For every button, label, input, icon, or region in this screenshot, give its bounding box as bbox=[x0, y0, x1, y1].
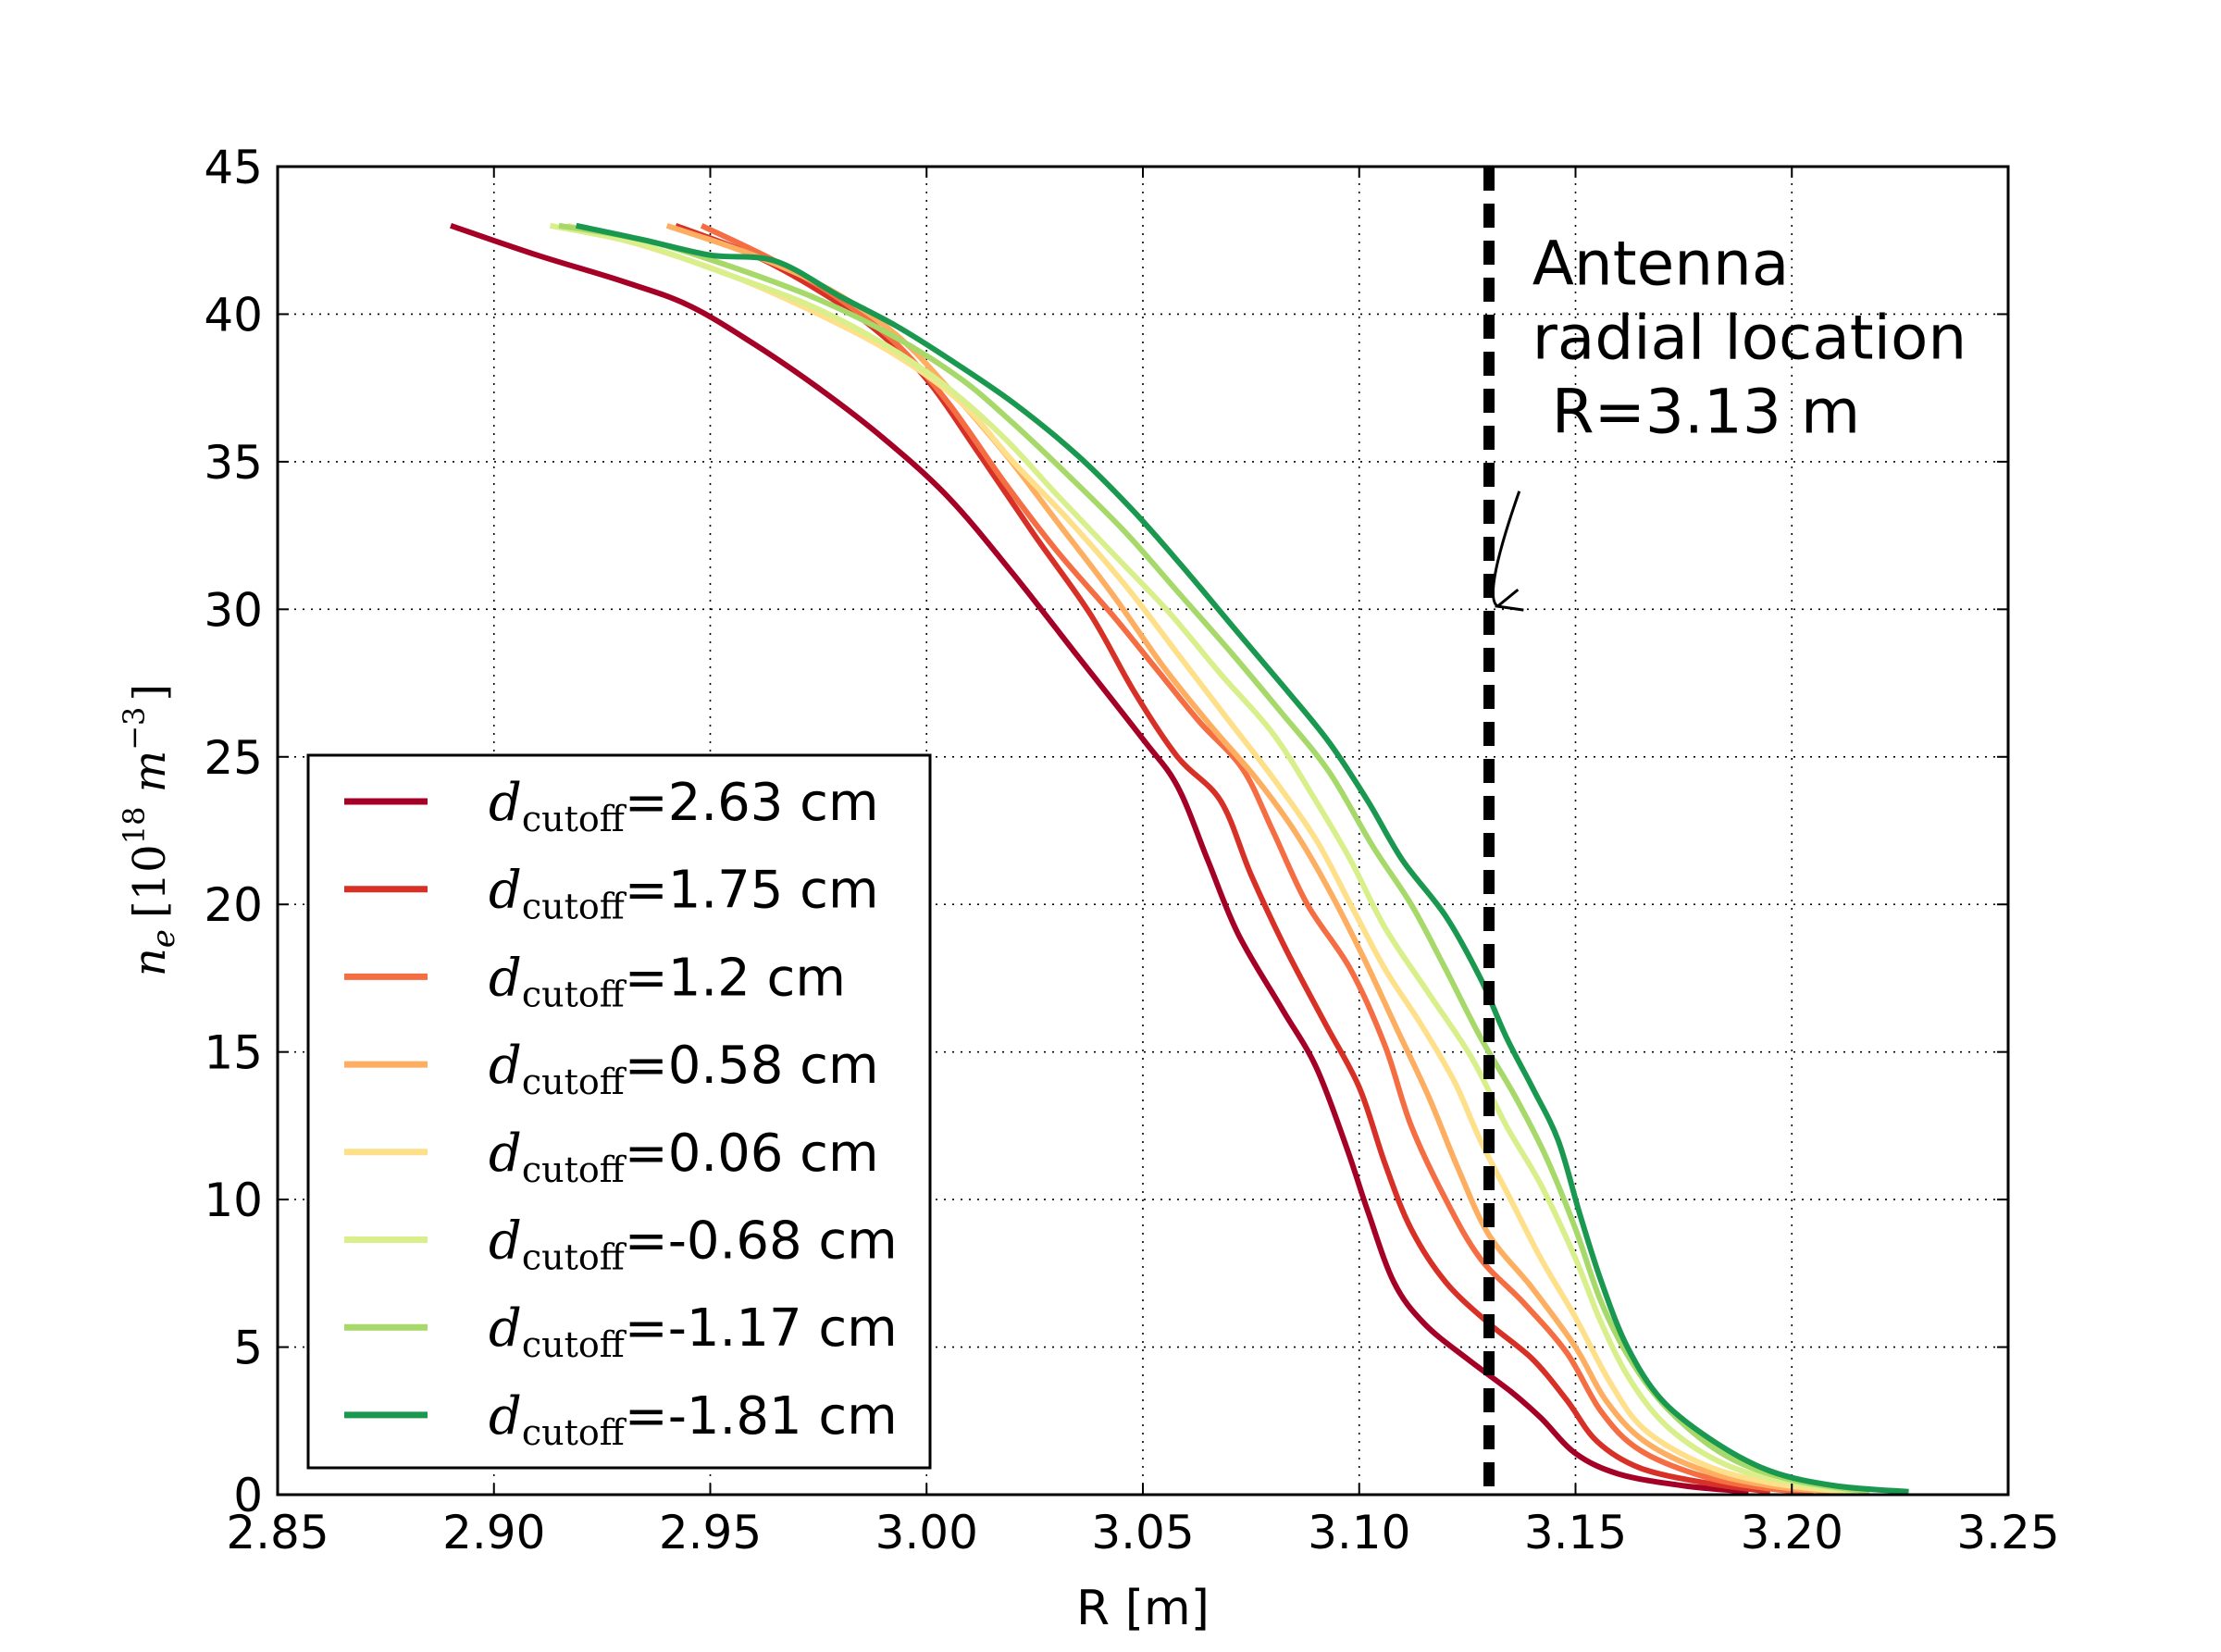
annotation-line-1: radial location bbox=[1532, 303, 1967, 374]
y-tick-label: 0 bbox=[233, 1469, 263, 1522]
annotation-arrow-head bbox=[1494, 588, 1524, 612]
legend-label: dcutoff=1.75 cm bbox=[489, 861, 879, 927]
y-tick-label: 5 bbox=[233, 1322, 263, 1375]
series-line-4 bbox=[566, 222, 1844, 1495]
series-line-6 bbox=[558, 222, 1870, 1495]
y-tick-label: 20 bbox=[204, 878, 263, 932]
legend-subscript: cutoff bbox=[522, 799, 627, 839]
x-tick-label: 3.25 bbox=[1956, 1506, 2059, 1559]
legend-symbol: d bbox=[489, 861, 522, 921]
legend-symbol: d bbox=[489, 1298, 522, 1359]
legend-subscript: cutoff bbox=[522, 1237, 627, 1278]
x-tick-label: 3.20 bbox=[1741, 1506, 1843, 1559]
legend-symbol: d bbox=[489, 948, 522, 1008]
legend-symbol: d bbox=[489, 1211, 522, 1272]
x-tick-label: 2.85 bbox=[226, 1506, 329, 1559]
legend-value: =1.75 cm bbox=[625, 861, 879, 921]
legend-label: dcutoff=-1.81 cm bbox=[489, 1386, 898, 1453]
y-tick-label: 45 bbox=[204, 141, 263, 194]
legend-subscript: cutoff bbox=[522, 974, 627, 1014]
x-tick-label: 3.00 bbox=[875, 1506, 978, 1559]
y-axis-label: ne [1018 m−3] bbox=[117, 684, 182, 976]
series-line-0 bbox=[450, 222, 1749, 1495]
annotation-line-0: Antenna bbox=[1532, 229, 1790, 300]
series-layer bbox=[450, 222, 1909, 1495]
legend-value: =0.06 cm bbox=[625, 1124, 879, 1184]
y-label-suffix: ] bbox=[124, 684, 176, 702]
legend-box bbox=[306, 753, 932, 1470]
legend-label: dcutoff=-1.17 cm bbox=[489, 1298, 898, 1365]
y-tick-label: 40 bbox=[204, 288, 263, 342]
legend-label: dcutoff=0.06 cm bbox=[489, 1124, 879, 1190]
legend-label: dcutoff=2.63 cm bbox=[489, 773, 879, 839]
legend-subscript: cutoff bbox=[522, 1062, 627, 1102]
legend-symbol: d bbox=[489, 1386, 522, 1447]
legend-subscript: cutoff bbox=[522, 1149, 627, 1190]
legend-subscript: cutoff bbox=[522, 1412, 627, 1453]
legend-symbol: d bbox=[489, 1124, 522, 1184]
y-label-prefix: [10 bbox=[124, 844, 176, 918]
annotation-line-2: R=3.13 m bbox=[1532, 377, 1860, 448]
y-label-subscript: e bbox=[145, 929, 182, 948]
y-label-symbol: n bbox=[124, 948, 176, 976]
legend-value: =-1.81 cm bbox=[625, 1386, 898, 1447]
legend-value: =-0.68 cm bbox=[625, 1211, 898, 1272]
y-tick-label: 25 bbox=[204, 731, 263, 785]
legend-label: dcutoff=1.2 cm bbox=[489, 948, 846, 1014]
y-tick-label: 15 bbox=[204, 1026, 263, 1080]
y-label-unit-power: −3 bbox=[117, 707, 152, 751]
series-line-7 bbox=[575, 222, 1909, 1495]
x-tick-label: 3.15 bbox=[1524, 1506, 1627, 1559]
x-tick-label: 3.10 bbox=[1308, 1506, 1410, 1559]
series-line-5 bbox=[549, 222, 1857, 1495]
x-tick-label: 3.05 bbox=[1091, 1506, 1194, 1559]
legend-value: =1.2 cm bbox=[625, 948, 846, 1008]
legend-subscript: cutoff bbox=[522, 1324, 627, 1365]
annotation-arrow bbox=[1492, 491, 1521, 608]
legend-label: dcutoff=-0.68 cm bbox=[489, 1211, 898, 1278]
legend-label: dcutoff=0.58 cm bbox=[489, 1036, 879, 1102]
legend-symbol: d bbox=[489, 1036, 522, 1096]
y-label-unit: m bbox=[124, 751, 176, 807]
x-tick-label: 2.95 bbox=[659, 1506, 762, 1559]
axis-ticks: 2.85 2.90 2.95 3.00 3.05 3.10 3.15 3.20 3.25 0 5 10… bbox=[204, 141, 2059, 1559]
y-label-power: 18 bbox=[117, 807, 152, 845]
legend-value: =2.63 cm bbox=[625, 773, 879, 833]
legend-subscript: cutoff bbox=[522, 887, 627, 927]
x-axis-label: R [m] bbox=[1076, 1581, 1210, 1636]
y-tick-label: 10 bbox=[204, 1174, 263, 1227]
y-tick-label: 30 bbox=[204, 583, 263, 637]
legend-value: =0.58 cm bbox=[625, 1036, 879, 1096]
x-tick-label: 2.90 bbox=[442, 1506, 545, 1559]
y-tick-label: 35 bbox=[204, 436, 263, 490]
legend-value: =-1.17 cm bbox=[625, 1298, 898, 1359]
legend-symbol: d bbox=[489, 773, 522, 833]
series-line-2 bbox=[700, 223, 1814, 1495]
